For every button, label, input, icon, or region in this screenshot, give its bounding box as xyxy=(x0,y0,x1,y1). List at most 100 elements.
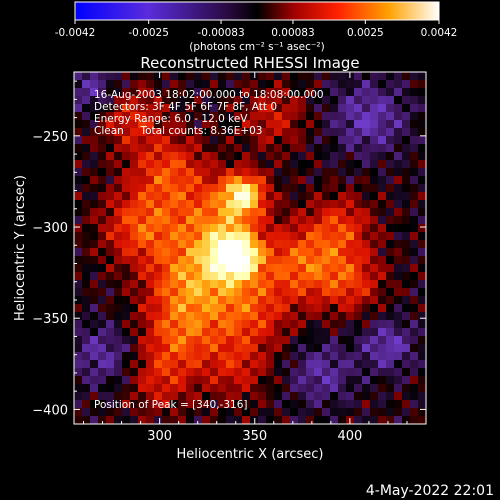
heatmap-cell xyxy=(226,408,235,417)
heatmap-cell xyxy=(74,288,83,297)
heatmap-cell xyxy=(202,248,211,257)
heatmap-cell xyxy=(314,216,323,225)
heatmap-cell xyxy=(258,320,267,329)
heatmap-cell xyxy=(274,104,283,113)
colorbar-tick-label: 0.0042 xyxy=(421,27,458,39)
heatmap-cell xyxy=(82,160,91,169)
heatmap-cell xyxy=(114,128,123,137)
heatmap-cell xyxy=(186,232,195,241)
heatmap-cell xyxy=(298,224,307,233)
heatmap-cell xyxy=(266,272,275,281)
heatmap-cell xyxy=(322,352,331,361)
heatmap-cell xyxy=(314,288,323,297)
heatmap-cell xyxy=(138,272,147,281)
heatmap-cell xyxy=(130,160,139,169)
heatmap-cell xyxy=(322,88,331,97)
heatmap-cell xyxy=(354,296,363,305)
heatmap-cell xyxy=(170,128,179,137)
heatmap-cell xyxy=(202,336,211,345)
heatmap-cell xyxy=(258,264,267,273)
heatmap-cell xyxy=(282,408,291,417)
heatmap-cell xyxy=(306,296,315,305)
heatmap-cell xyxy=(266,192,275,201)
heatmap-cell xyxy=(210,152,219,161)
heatmap-cell xyxy=(362,288,371,297)
heatmap-cell xyxy=(194,80,203,89)
heatmap-cell xyxy=(314,168,323,177)
heatmap-cell xyxy=(378,160,387,169)
heatmap-cell xyxy=(226,80,235,89)
heatmap-cell xyxy=(170,248,179,257)
heatmap-cell xyxy=(138,88,147,97)
heatmap-cell xyxy=(234,240,243,249)
heatmap-cell xyxy=(178,200,187,209)
heatmap-cell xyxy=(354,104,363,113)
heatmap-cell xyxy=(322,216,331,225)
heatmap-cell xyxy=(146,288,155,297)
heatmap-cell xyxy=(346,296,355,305)
heatmap-cell xyxy=(402,136,411,145)
heatmap-cell xyxy=(202,400,211,409)
heatmap-cell xyxy=(410,336,419,345)
heatmap-cell xyxy=(194,336,203,345)
heatmap-cell xyxy=(210,168,219,177)
heatmap-cell xyxy=(162,192,171,201)
heatmap-cell xyxy=(290,184,299,193)
heatmap-cell xyxy=(306,376,315,385)
heatmap-cell xyxy=(354,136,363,145)
heatmap-cell xyxy=(274,224,283,233)
heatmap-cell xyxy=(90,88,99,97)
heatmap-cell xyxy=(162,208,171,217)
heatmap-cell xyxy=(266,360,275,369)
heatmap-cell xyxy=(178,416,187,424)
heatmap-cell xyxy=(170,280,179,289)
heatmap-cell xyxy=(226,160,235,169)
heatmap-cell xyxy=(410,216,419,225)
heatmap-cell xyxy=(378,120,387,129)
heatmap-cell xyxy=(410,208,419,217)
heatmap-cell xyxy=(378,80,387,89)
heatmap-cell xyxy=(194,96,203,105)
heatmap-cell xyxy=(98,152,107,161)
heatmap-cell xyxy=(138,112,147,121)
heatmap-cell xyxy=(410,192,419,201)
heatmap-cell xyxy=(314,408,323,417)
heatmap-cell xyxy=(250,160,259,169)
heatmap-cell xyxy=(314,208,323,217)
heatmap-cell xyxy=(226,200,235,209)
heatmap-cell xyxy=(386,208,395,217)
heatmap-cell xyxy=(130,248,139,257)
heatmap-cell xyxy=(90,72,99,81)
heatmap-cell xyxy=(146,176,155,185)
heatmap-cell xyxy=(346,392,355,401)
heatmap-cell xyxy=(266,384,275,393)
heatmap-cell xyxy=(178,368,187,377)
heatmap-cell xyxy=(202,232,211,241)
annotation-energy-range: Energy Range: 6.0 - 12.0 keV xyxy=(94,113,248,125)
heatmap-cell xyxy=(106,272,115,281)
heatmap-cell xyxy=(146,400,155,409)
heatmap-cell xyxy=(322,392,331,401)
heatmap-cell xyxy=(146,296,155,305)
heatmap-cell xyxy=(346,152,355,161)
heatmap-cell xyxy=(314,272,323,281)
heatmap-cell xyxy=(218,128,227,137)
heatmap-cell xyxy=(146,416,155,424)
heatmap-cell xyxy=(306,224,315,233)
heatmap-cell xyxy=(226,328,235,337)
heatmap-cell xyxy=(258,352,267,361)
heatmap-cell xyxy=(338,160,347,169)
heatmap-cell xyxy=(298,328,307,337)
heatmap-cell xyxy=(314,328,323,337)
heatmap-cell xyxy=(178,72,187,81)
heatmap-cell xyxy=(418,184,426,193)
heatmap-cell xyxy=(354,128,363,137)
heatmap-cell xyxy=(330,264,339,273)
heatmap-cell xyxy=(338,352,347,361)
heatmap-cell xyxy=(114,144,123,153)
heatmap-cell xyxy=(210,352,219,361)
heatmap-cell xyxy=(178,208,187,217)
heatmap-cell xyxy=(186,216,195,225)
heatmap-cell xyxy=(258,384,267,393)
heatmap-cell xyxy=(162,296,171,305)
